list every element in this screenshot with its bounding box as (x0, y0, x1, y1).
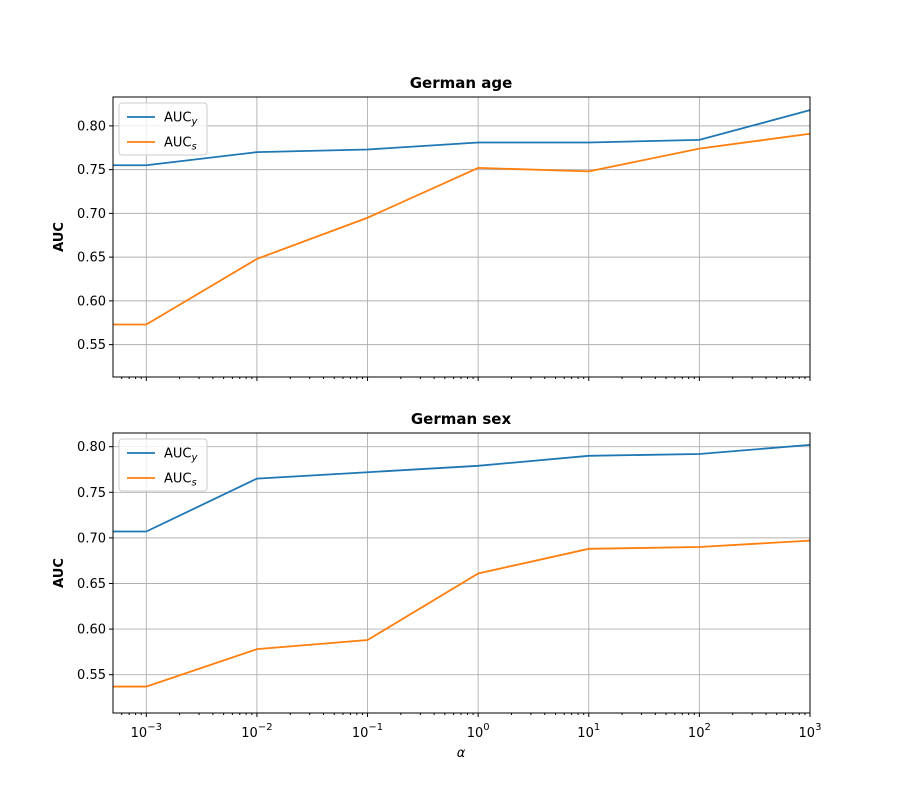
legend-label-auc-y: AUCy (164, 111, 199, 128)
y-tick-label: 0.55 (77, 338, 106, 353)
legend: AUCy AUCs (118, 102, 208, 156)
legend-label-auc-s: AUCs (164, 136, 197, 153)
subplot-german-age: German age AUC 0.550.600.650.700.750.80 … (52, 74, 811, 381)
series-line-auc-y (113, 109, 811, 167)
subplot-german-sex: German sex AUC α 10−3 10−2 10−1 100 101 102 10… (52, 410, 821, 761)
legend-label-auc-y: AUCy (164, 447, 199, 464)
x-tick-label: 103 (799, 722, 822, 741)
y-tick-label: 0.55 (77, 668, 106, 683)
grid-lines (113, 433, 811, 713)
y-tick-label: 0.70 (77, 531, 106, 546)
x-tick-label: 100 (467, 722, 490, 741)
y-tick-label: 0.80 (77, 119, 106, 134)
y-tick-label: 0.75 (77, 486, 106, 501)
legend-label-auc-s: AUCs (164, 472, 197, 489)
legend: AUCy AUCs (118, 438, 208, 492)
y-tick-label: 0.60 (77, 294, 106, 309)
series-line-auc-s (113, 539, 811, 688)
axis-ticks: 10−3 10−2 10−1 100 101 102 103 0.55 0.60 0.65 0.70… (77, 440, 821, 741)
y-axis-label: AUC (52, 558, 67, 588)
y-tick-label: 0.65 (77, 251, 106, 266)
y-tick-label: 0.80 (77, 440, 106, 455)
series-line-auc-y (113, 443, 811, 533)
series-lines (113, 109, 811, 326)
y-tick-label: 0.60 (77, 623, 106, 638)
x-tick-label: 101 (577, 722, 600, 741)
y-tick-label: 0.75 (77, 163, 106, 178)
x-tick-label: 102 (688, 722, 711, 741)
series-lines (113, 443, 811, 688)
series-line-auc-s (113, 132, 811, 326)
subplot-title: German sex (411, 410, 512, 428)
y-axis-label: AUC (52, 222, 67, 252)
x-tick-label: 10−1 (352, 722, 383, 741)
y-tick-label: 0.70 (77, 207, 106, 222)
axis-ticks: 0.55 0.60 0.65 0.70 0.75 0.80 (77, 119, 811, 381)
subplot-title: German age (410, 74, 513, 92)
x-tick-label: 10−3 (131, 722, 162, 741)
x-axis-label: α (457, 746, 466, 761)
x-tick-label: 10−2 (241, 722, 272, 741)
y-tick-label: 0.65 (77, 577, 106, 592)
